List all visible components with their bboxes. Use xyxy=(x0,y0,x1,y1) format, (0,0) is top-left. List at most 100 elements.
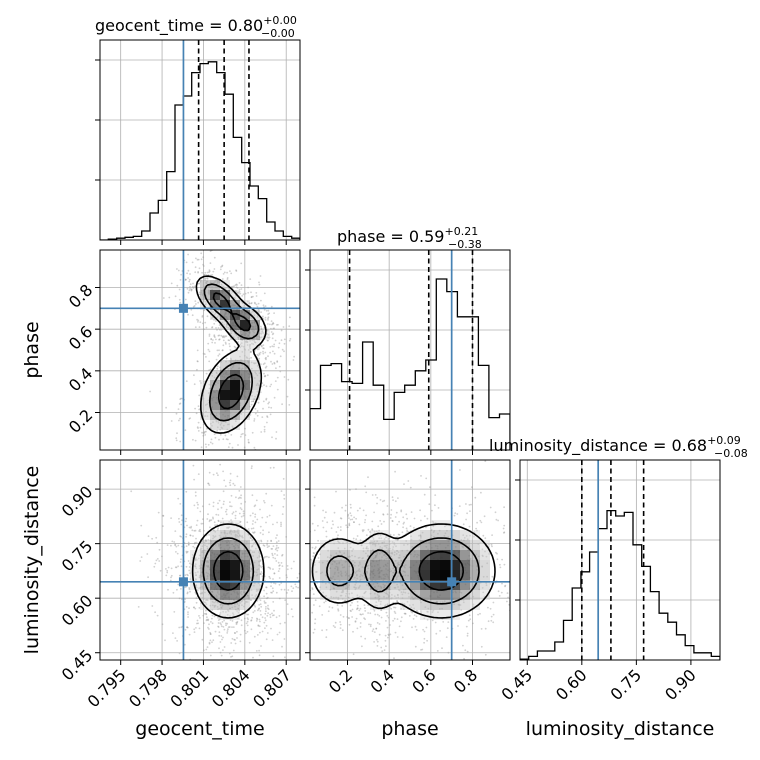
contour-line xyxy=(213,550,244,591)
scatter-point xyxy=(412,618,415,620)
scatter-point xyxy=(393,617,396,620)
scatter-point xyxy=(222,335,225,337)
scatter-point xyxy=(251,494,254,497)
scatter-point xyxy=(277,346,280,349)
scatter-point xyxy=(268,575,271,578)
scatter-point xyxy=(250,537,253,540)
scatter-point xyxy=(396,600,398,602)
scatter-point xyxy=(267,317,269,320)
scatter-point xyxy=(209,519,211,522)
scatter-point xyxy=(457,625,459,627)
density-cell xyxy=(370,540,380,550)
scatter-point xyxy=(218,353,221,355)
scatter-point xyxy=(334,626,336,629)
scatter-point xyxy=(217,520,220,522)
scatter-point xyxy=(371,630,374,632)
scatter-point xyxy=(331,606,334,609)
scatter-point xyxy=(178,517,180,520)
scatter-point xyxy=(215,338,217,341)
scatter-point xyxy=(315,571,317,573)
scatter-point xyxy=(263,430,266,433)
scatter-point xyxy=(330,527,333,530)
scatter-point xyxy=(368,623,370,626)
scatter-point xyxy=(351,601,353,604)
density-cell xyxy=(240,410,250,420)
scatter-point xyxy=(260,333,263,335)
scatter-point xyxy=(218,499,221,502)
scatter-point xyxy=(362,529,365,531)
scatter-point xyxy=(373,609,376,612)
scatter-point xyxy=(267,604,269,607)
scatter-point xyxy=(225,526,228,529)
density-cell xyxy=(200,390,210,400)
scatter-point xyxy=(432,609,435,612)
scatter-point xyxy=(283,494,285,496)
scatter-point xyxy=(247,441,250,443)
scatter-point xyxy=(259,620,261,623)
scatter-point xyxy=(260,327,263,330)
scatter-point xyxy=(227,438,229,441)
scatter-point xyxy=(266,516,269,518)
scatter-point xyxy=(156,614,159,617)
density-cell xyxy=(340,560,350,570)
scatter-point xyxy=(482,591,485,594)
scatter-point xyxy=(202,649,205,652)
scatter-point xyxy=(270,406,273,409)
scatter-point xyxy=(265,610,267,613)
density-cell xyxy=(250,360,260,370)
scatter-point xyxy=(500,591,503,594)
scatter-point xyxy=(211,326,213,329)
scatter-point xyxy=(349,546,352,549)
scatter-point xyxy=(218,334,221,337)
density-cell xyxy=(430,540,440,550)
density-cell xyxy=(210,290,220,300)
scatter-point xyxy=(414,625,417,628)
scatter-point xyxy=(267,316,270,319)
scatter-point xyxy=(230,656,232,658)
scatter-point xyxy=(205,356,207,358)
density-cell xyxy=(220,580,230,590)
scatter-point xyxy=(358,523,361,526)
scatter-point xyxy=(391,520,394,522)
scatter-point xyxy=(191,553,194,556)
scatter-point xyxy=(248,302,251,305)
scatter-point xyxy=(264,351,267,354)
scatter-point xyxy=(270,591,272,594)
scatter-point xyxy=(268,545,270,548)
scatter-point xyxy=(167,588,169,591)
scatter-point xyxy=(274,548,277,551)
scatter-point xyxy=(209,262,212,264)
scatter-point xyxy=(420,612,423,614)
scatter-point xyxy=(259,336,262,339)
scatter-point xyxy=(348,623,351,626)
scatter-point xyxy=(371,528,374,530)
scatter-point xyxy=(246,617,249,619)
scatter-point xyxy=(313,504,316,507)
scatter-point xyxy=(252,343,255,346)
scatter-point xyxy=(260,613,262,616)
scatter-point xyxy=(422,628,424,631)
scatter-point xyxy=(273,396,276,399)
scatter-point xyxy=(506,592,509,594)
scatter-point xyxy=(235,283,238,286)
scatter-point xyxy=(426,639,428,642)
scatter-point xyxy=(267,333,270,336)
scatter-point xyxy=(469,618,472,621)
truth-marker xyxy=(447,577,457,587)
scatter-point xyxy=(212,505,215,508)
scatter-point xyxy=(217,519,220,522)
scatter-point xyxy=(269,613,272,616)
scatter-point xyxy=(501,558,503,561)
scatter-point xyxy=(222,626,225,628)
scatter-point xyxy=(373,511,375,514)
scatter-point xyxy=(253,301,256,304)
scatter-point xyxy=(228,521,231,523)
scatter-point xyxy=(208,628,210,630)
scatter-point xyxy=(277,546,280,549)
density-cell xyxy=(440,530,450,540)
scatter-point xyxy=(194,271,197,274)
scatter-point xyxy=(280,562,283,564)
scatter-point xyxy=(201,316,204,318)
density-cell xyxy=(230,410,240,420)
scatter-point xyxy=(314,622,316,625)
